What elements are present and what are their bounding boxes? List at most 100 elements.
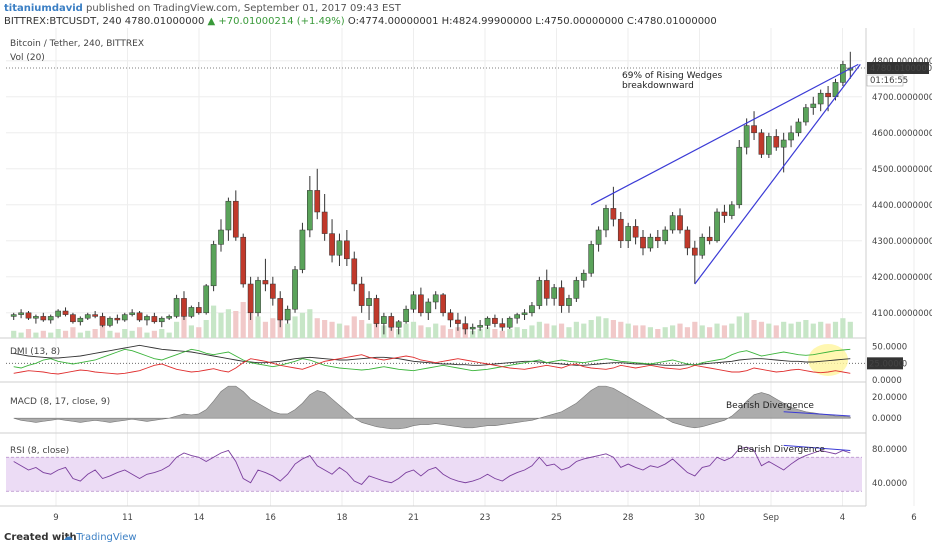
tradingview-logo[interactable]: ☁ TradingView [63,532,137,543]
volume-bar [359,320,365,338]
price-badges: 4780.01000000 01:16:55 [866,62,932,87]
volume-bar [336,323,343,338]
volume-bar [521,329,528,338]
dmi-highlight [808,344,849,376]
volume-bar [344,325,350,338]
volume-bar [766,323,772,338]
dmi-badge-text: 25.0000 [869,359,904,369]
last-price-badge [867,62,929,74]
candle-body [492,317,498,324]
candle-body [706,236,713,242]
volume-bar [99,325,106,338]
candle-body [144,316,150,321]
macd-histogram-area [13,385,851,430]
dmi-badge [867,357,903,370]
candle-body [588,244,595,274]
macd-indicator: 0.0000 20.0000 [13,385,907,430]
candle-body [136,312,143,321]
volume-bar [166,332,172,338]
candle-body [595,229,602,245]
volume-bar [233,311,239,338]
candle-body [55,310,61,317]
volume-bar [410,321,417,338]
candle-body [299,229,306,270]
rsi-tick-label: 40.0000 [872,479,907,489]
candle-body [99,316,106,326]
candle-body [166,316,173,319]
candle-body [262,280,269,285]
volume-bar [225,309,231,338]
time-tick-label: 16 [265,513,276,523]
volume-bar [507,329,513,338]
volume-bar [795,321,802,338]
candle-body [25,312,32,319]
volume-bar [388,327,394,338]
volume-bar [707,327,713,338]
volume-bar [670,325,676,338]
volume-bar [11,330,17,338]
volume-bar [329,321,335,338]
volume-bar [484,327,491,338]
time-tick-label: 11 [122,513,133,523]
volume-bar [159,329,165,338]
chart-background [0,28,932,528]
volume-bar [818,321,824,338]
volume-bar [144,332,150,338]
volume-bar [255,316,261,338]
candle-body [566,298,572,306]
volume-bar [825,323,831,338]
symbol-line: BITTREX:BTCUSDT, 240 4780.01000000 ▲ +70… [4,16,717,27]
volume-bar [55,329,61,338]
volume-bar [595,316,602,338]
time-tick-label: 23 [480,513,491,523]
candle-body [70,314,76,323]
volume-bar [499,330,505,338]
candle-body [203,285,210,314]
candle-body [573,280,580,299]
volume-bar [425,327,431,338]
candle-body [632,226,639,238]
candle-body [188,307,195,317]
candle-body [610,208,617,220]
volume-bar [803,320,809,338]
volume-bar [610,320,616,338]
volume-bar [655,329,661,338]
volume-bar [536,321,542,338]
time-tick-label: 25 [551,513,562,523]
candle-body [617,218,624,242]
candle-body [292,269,298,310]
volume-bar [173,321,180,338]
candle-body [18,312,24,315]
candle-body [447,312,454,321]
volume-bar [633,325,639,338]
macd-divergence-label: Bearish Divergence [726,401,814,411]
candle-body [810,103,817,108]
volume-bar [77,332,83,338]
volume-bar [618,321,624,338]
volume-bar [566,327,572,338]
volume-bar [25,329,32,338]
time-tick-label: 14 [194,513,205,523]
volume-bar [262,321,269,338]
candle-body [743,125,750,148]
macd-label: MACD (8, 17, close, 9) [10,397,110,407]
candle-body [603,208,609,231]
candle-body [344,240,350,260]
wedge-lower-line [694,64,861,285]
volume-bar [677,323,683,338]
volume-bar [299,312,306,338]
volume-bar [714,323,720,338]
volume-bar [181,316,187,338]
time-tick-label: 18 [337,513,348,523]
candle-body [218,229,224,245]
candle-body [107,317,113,326]
author-name[interactable]: titaniumdavid [4,3,83,14]
volume-bar [373,321,380,338]
candle-body [521,312,528,315]
candle-body [373,298,380,324]
volume-bar [455,327,461,338]
candle-body [699,236,706,256]
candle-body [654,236,661,242]
candle-body [395,321,402,328]
